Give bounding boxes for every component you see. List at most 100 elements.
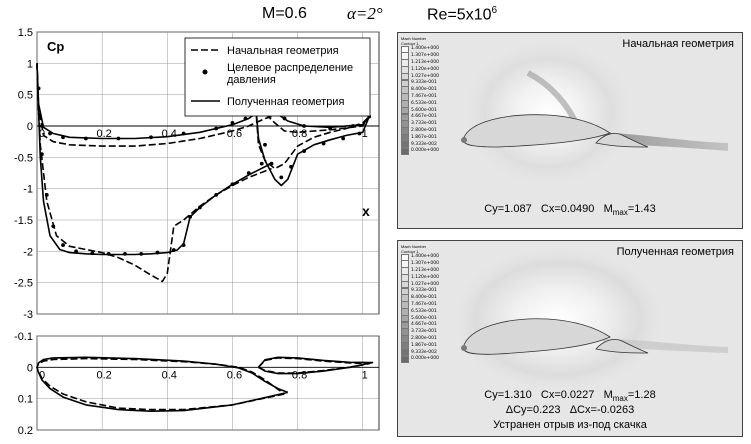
reynolds-base: Re=5x10 [427,6,492,24]
contour-legend-title: Mach Number [401,244,427,249]
contour-legend-title: Mach Number [401,36,427,41]
legend-initial-geometry: Начальная геометрия [227,45,339,57]
contour-legend-level: 8.400e-001 [411,87,437,93]
obtained-geometry-line [36,63,272,256]
contour-legend-row: 0.000e+000 [401,355,449,364]
max-mach-initial: Mmax=1.43 [603,203,656,218]
contour-legend-rows: 1.400e+000 1.307e+000 1.213e+000 1.120e+000… [401,253,449,364]
legend-target-line2: давления [227,74,276,86]
contour-legend-level: 1.307e+000 [411,261,440,267]
contour-legend-level: 1.400e+000 [411,254,440,260]
lift-coefficient-obtained: Cy=1.310 [484,389,532,401]
y-tick-label: -3 [23,309,33,321]
y-tick-label: 1.5 [18,27,33,39]
panel-stats-initial: Cy=1.087 Cx=0.0490 Mmax=1.43 [398,203,742,217]
contour-legend-level: 6.533e-001 [411,308,437,314]
pressure-coefficient-chart: 0 0.2 0.4 0.6 0.8 1 -3 -2.5 -2 -1.5 -1 -0.5 0 0.5 1 1.5… [14,27,380,321]
y-tick-label: -0.1 [14,331,33,343]
flap-airfoil-obtained [595,339,649,354]
drag-coefficient-initial: Cx=0.0490 [540,203,595,215]
y-tick-label: -0.5 [14,152,33,164]
contour-legend-level: 4.667e-001 [411,114,437,120]
contour-legend-level: 7.467e-001 [411,93,437,99]
stagnation-point-initial [461,137,467,143]
target-pressure-point [279,175,284,180]
y-tick-label: -2 [23,246,33,258]
contour-legend-level: 3.733e-001 [411,121,437,127]
contour-legend-level: 1.213e+000 [411,267,440,273]
contour-legend-row: 0.000e+000 [401,147,449,156]
target-pressure-point [259,161,264,166]
main-airfoil-initial [462,114,611,148]
contour-legend-level: 9.333e-001 [411,288,437,294]
contour-legend-level: 1.120e+000 [411,66,440,72]
contour-legend-rows: 1.400e+000 1.307e+000 1.213e+000 1.120e+000… [401,45,449,156]
obtained-geometry-line [36,356,289,412]
panel-note-obtained: Устранен отрыв из-под скачка [493,419,647,431]
geo-series-group [36,356,374,412]
wake-region-initial [603,133,728,151]
angle-of-attack-label: α=2° [347,4,383,23]
x-tick-label: 1 [362,369,368,381]
wake-region-obtained [603,339,728,353]
contour-legend-level: 4.667e-001 [411,322,437,328]
x-tick-label: 0.8 [292,369,307,381]
flap-airfoil-initial [595,133,649,148]
contour-legend-level: 9.333e-001 [411,80,437,86]
geo-grid [36,335,380,431]
contour-legend-level: 2.800e-001 [411,335,437,341]
obtained-geometry-line [254,66,370,187]
legend-target-line1: Целевое распределение [227,62,353,74]
lift-coefficient-initial: Cy=1.087 [484,203,532,215]
target-pressure-point [341,136,346,141]
geo-tick-labels: 0 0.2 0.4 0.6 0.8 1 -0.1 0 0.1 0.2 [14,331,368,437]
contour-legend-level: 3.733e-001 [411,329,437,335]
panel-title-obtained: Полученная геометрия [616,246,734,258]
target-pressure-point [51,224,56,229]
x-tick-label: 0 [39,369,45,381]
mach-contour-legend-initial: Mach Number Contour 1 1.400e+000 1.307e+0… [401,36,449,156]
mach-contour-field-obtained [448,244,728,394]
target-pressure-point [263,142,267,147]
contour-legend-level: 7.467e-001 [411,301,437,307]
contour-legend-level: 9.333e-002 [411,349,437,355]
mach-number-label: M=0.6 [262,5,307,22]
x-tick-label: 0.6 [227,369,242,381]
x-tick-label: 0.2 [96,369,111,381]
mach-contour-field-initial [458,35,728,191]
x-tick-label: 0.8 [292,128,307,140]
y-tick-label: 0 [27,362,33,374]
contour-legend-level: 8.400e-001 [411,295,437,301]
cp-tick-labels: 0 0.2 0.4 0.6 0.8 1 -3 -2.5 -2 -1.5 -1 -0.5 0 0.5 1 1.5 [14,27,368,321]
plot-frame [36,335,380,431]
panel-delta-obtained: ΔCy=0.223 ΔCx=-0.0263 [398,404,742,416]
y-tick-label: -1 [23,184,33,196]
contour-legend-level: 5.600e-001 [411,315,437,321]
contour-legend-swatch [401,147,409,156]
supersonic-zone-initial [458,35,638,191]
delta-drag-coefficient: ΔCx=-0.0263 [569,404,635,416]
contour-legend-level: 1.120e+000 [411,274,440,280]
contour-legend-level: 1.400e+000 [411,46,440,52]
contour-legend-level: 0.000e+000 [411,356,440,362]
contour-panel-initial: Mach Number Contour 1 1.400e+000 1.307e+0… [397,32,743,229]
obtained-geometry-line [36,63,272,140]
legend-marker-swatch [202,69,208,75]
stagnation-point-obtained [461,345,467,351]
contour-panel-obtained: Mach Number Contour 1 1.400e+000 1.307e+0… [397,240,743,437]
drag-coefficient-obtained: Cx=0.0227 [540,389,595,401]
cp-axis-label: Cp [47,39,64,54]
x-tick-label: 0.4 [162,369,177,381]
y-tick-label: -1.5 [14,215,33,227]
cp-legend: Начальная геометрия Целевое распределени… [184,37,371,117]
y-tick-label: -2.5 [14,278,33,290]
panel-stats-obtained: Cy=1.310 Cx=0.0227 Mmax=1.28 [398,389,742,403]
target-pressure-point [44,193,49,197]
initial-geometry-line [36,63,272,147]
contour-legend-level: 2.800e-001 [411,127,437,133]
mach-contour-legend-obtained: Mach Number Contour 1 1.400e+000 1.307e+0… [401,244,449,364]
reynolds-exponent: 6 [491,5,498,16]
x-tick-label: 0.2 [96,128,111,140]
y-tick-label: 0.2 [18,425,33,437]
contour-legend-subtitle: Contour 1 [401,249,419,254]
